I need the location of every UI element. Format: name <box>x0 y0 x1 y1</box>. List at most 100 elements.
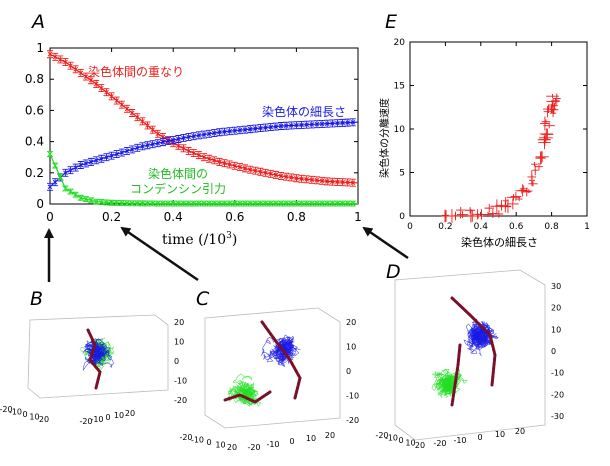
chart-e-point <box>515 196 523 202</box>
chart-a-ytick-label: 0.8 <box>25 72 44 86</box>
chart-e-point <box>482 211 494 218</box>
chart-a-point <box>129 109 136 117</box>
snapshot-y-tick: -10 <box>9 408 22 417</box>
chart-a-point <box>201 130 207 139</box>
chart-a-point <box>334 177 341 186</box>
snapshot-y-tick: 20 <box>227 443 237 452</box>
chart-a-point <box>313 200 320 207</box>
chart-a-point <box>139 142 146 151</box>
chart-a-point <box>293 121 300 130</box>
chart-e-point <box>531 161 538 167</box>
chart-a-series-2 <box>47 151 358 207</box>
chart-a-point <box>262 123 269 132</box>
chart-a-ytick-label: 0.6 <box>25 103 44 117</box>
chart-a-point <box>134 113 141 122</box>
chart-a-point <box>98 84 105 92</box>
chart-e-point <box>549 109 557 118</box>
chart-a-point <box>247 165 254 174</box>
chart-a-point <box>221 200 228 207</box>
chart-a-point <box>72 163 79 172</box>
chart-a-point <box>154 129 161 138</box>
panel-label-c: C <box>196 288 210 310</box>
chart-e-point <box>552 93 561 104</box>
chart-a-point <box>201 153 207 162</box>
chart-a-point <box>344 118 351 127</box>
snapshot-c-axis-chain-2 <box>223 390 272 404</box>
chart-a-point <box>149 200 156 207</box>
chart-a-point <box>216 157 223 166</box>
chart-a-point <box>278 200 284 207</box>
chart-e-xtick-label: 0 <box>407 222 413 232</box>
chart-e-point <box>534 162 544 171</box>
chart-a-point <box>308 200 315 207</box>
chart-e-ytick-label: 5 <box>399 169 405 179</box>
chart-e-point <box>504 199 512 214</box>
chart-a-point <box>103 153 110 162</box>
snapshot-x-tick: 20 <box>325 431 335 440</box>
chart-e-point <box>507 198 519 210</box>
chart-a-point <box>231 200 238 207</box>
chart-e-point <box>471 209 484 220</box>
snapshot-d-axis-chain-2 <box>450 343 462 407</box>
chart-a-point <box>339 118 346 127</box>
chart-e-ytick-label: 0 <box>399 212 405 222</box>
snapshot-z-tick: -20 <box>551 390 564 399</box>
chart-a-point <box>298 121 305 129</box>
chart-e-xtick-label: 0.2 <box>438 222 452 232</box>
chart-a-point <box>298 200 305 207</box>
chart-e-point <box>455 206 466 214</box>
chart-a-point <box>216 128 223 137</box>
chart-a-xlabel-sup: 3 <box>226 231 232 241</box>
snapshot-z-tick: -20 <box>346 416 359 425</box>
chart-a-point <box>288 173 295 182</box>
chart-e-point <box>537 151 545 165</box>
chart-e-y-ticks: 0 5 10 15 20 <box>394 38 587 222</box>
chart-e-point <box>506 193 521 201</box>
snapshot-c-axis-chain-1 <box>260 320 302 400</box>
chart-a-point <box>88 76 95 85</box>
chart-a-point <box>82 159 89 168</box>
chart-a-point <box>242 125 249 134</box>
chart-e-points <box>441 93 561 223</box>
chart-a-point <box>313 120 320 129</box>
snapshot-z-tick: 30 <box>551 282 561 291</box>
chart-a-point <box>47 182 53 191</box>
legend-elongation: 染色体の細長さ <box>262 104 346 119</box>
chart-a-point <box>129 145 136 154</box>
chart-a-series <box>47 50 359 207</box>
chart-a-point <box>349 200 356 207</box>
chart-e-point <box>528 181 538 187</box>
chart-a-point <box>77 69 84 77</box>
chart-a-point <box>62 58 69 66</box>
chart-e-point <box>539 128 553 140</box>
chart-a-point <box>144 200 151 207</box>
snapshot-z-tick: 20 <box>346 318 356 327</box>
chart-a-point <box>180 144 187 153</box>
snapshot-z-tick: 10 <box>346 343 356 352</box>
chart-a-point <box>124 147 130 155</box>
chart-a-point <box>159 200 166 207</box>
chart-a-point <box>308 120 315 129</box>
chart-a-point <box>98 154 105 163</box>
chart-a-point <box>88 157 95 166</box>
chart-a-point <box>329 177 336 186</box>
chart-a-point <box>159 138 166 147</box>
chart-e-point <box>543 105 552 118</box>
chart-a-xlabel-main: time (/10 <box>162 232 226 248</box>
chart-e-point <box>527 170 537 184</box>
chart-e-xtick-label: 0.8 <box>544 222 559 232</box>
chart-a-point <box>226 200 233 207</box>
chart-a-point <box>236 163 243 172</box>
chart-a-point <box>77 194 84 201</box>
chart-a-point <box>231 161 238 170</box>
legend-condensin-line: コンデンシン引力 <box>130 181 226 196</box>
chart-a-point <box>190 132 197 141</box>
chart-a-point <box>124 104 130 113</box>
chart-a-xlabel: time (/103) <box>162 231 237 248</box>
chart-a-point <box>113 150 120 159</box>
chart-a-point <box>175 135 182 143</box>
chart-a-point <box>113 199 120 206</box>
snapshot-z-tick: -10 <box>346 392 359 401</box>
